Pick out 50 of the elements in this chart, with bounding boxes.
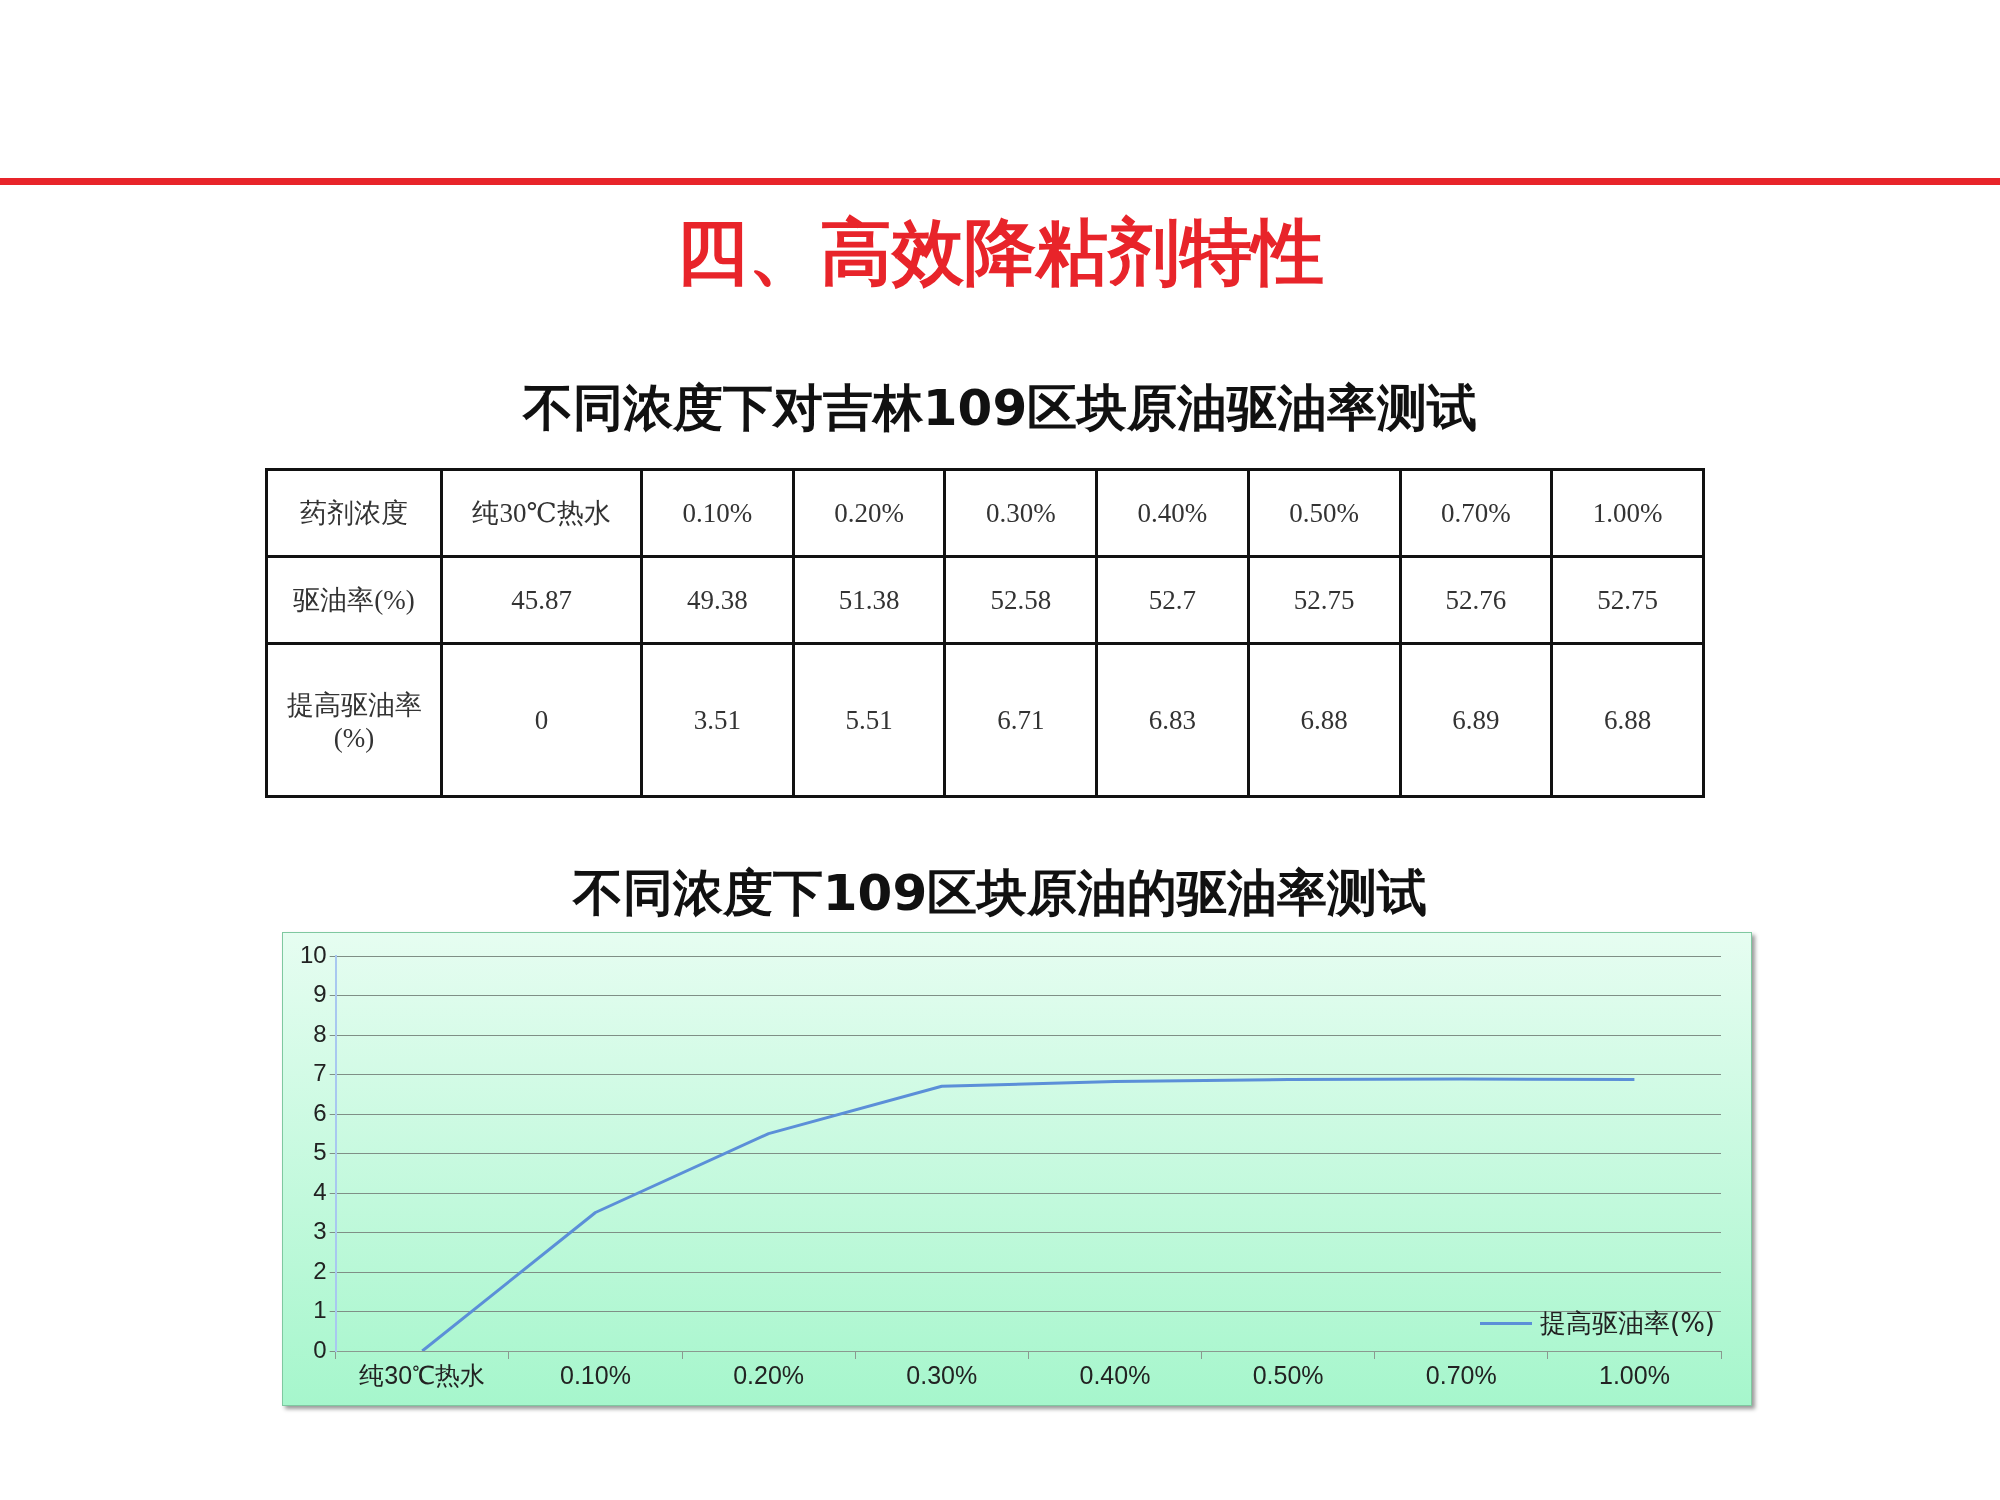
data-label: 52.75 [1551, 556, 1704, 644]
y-tick-label: 驱油率(%) [266, 556, 442, 644]
x-tick-label: 1.00% [1598, 1360, 1670, 1389]
x-tick-label: 0.70% [1400, 469, 1552, 557]
x-axis-title: 药剂浓度 [266, 469, 442, 557]
x-tick-label: 0.20% [793, 469, 945, 557]
data-label: 52.7 [1096, 556, 1249, 644]
data-label: 52.76 [1400, 556, 1552, 644]
y-tick-label: 提高驱油率(%) [266, 643, 442, 797]
x-tick-label: 0.30% [906, 1360, 978, 1389]
data-label: 5.51 [793, 643, 945, 797]
y-tick-label: 0 [313, 1335, 327, 1363]
y-tick-label: 8 [313, 1019, 327, 1047]
x-tick-label: 0.30% [944, 469, 1097, 557]
y-tick-label: 1 [313, 1296, 327, 1324]
x-tick-label: 0.50% [1248, 469, 1401, 557]
x-tick-label: 0.40% [1079, 1360, 1151, 1389]
data-label: 45.87 [441, 556, 642, 644]
data-label: 6.88 [1248, 643, 1401, 797]
y-tick-label: 6 [313, 1098, 327, 1126]
legend-label: 提高驱油率(%) [1540, 1307, 1715, 1340]
y-tick-label: 5 [313, 1138, 327, 1166]
y-tick-label: 9 [313, 980, 327, 1008]
data-label: 51.38 [793, 556, 945, 644]
y-tick-label: 10 [299, 941, 327, 969]
data-label: 3.51 [641, 643, 794, 797]
x-tick-label: 0.50% [1252, 1360, 1324, 1389]
x-tick-label: 0.20% [733, 1360, 805, 1389]
data-label: 6.83 [1096, 643, 1249, 797]
y-tick-label: 2 [313, 1256, 327, 1284]
data-label: 49.38 [641, 556, 794, 644]
x-tick-label: 1.00% [1551, 469, 1704, 557]
data-label: 6.89 [1400, 643, 1552, 797]
chart-title: 不同浓度下109区块原油的驱油率测试 [571, 863, 1429, 924]
x-tick-label: 0.70% [1425, 1360, 1497, 1389]
x-tick-label: 纯30℃热水 [441, 469, 642, 557]
x-tick-label: 0.40% [1096, 469, 1249, 557]
data-label: 0 [441, 643, 642, 797]
y-tick-label: 3 [313, 1217, 327, 1245]
x-tick-label: 纯30℃热水 [359, 1360, 486, 1389]
data-label: 52.75 [1248, 556, 1401, 644]
x-tick-label: 0.10% [559, 1360, 631, 1389]
chart-title: 不同浓度下对吉林109区块原油驱油率测试 [521, 378, 1479, 439]
y-tick-label: 7 [313, 1059, 327, 1087]
data-label: 6.71 [944, 643, 1097, 797]
x-tick-label: 0.10% [641, 469, 794, 557]
text: 四、高效降粘剂特性 [675, 209, 1325, 296]
data-label: 52.58 [944, 556, 1097, 644]
y-tick-label: 4 [313, 1177, 327, 1205]
data-label: 6.88 [1551, 643, 1704, 797]
